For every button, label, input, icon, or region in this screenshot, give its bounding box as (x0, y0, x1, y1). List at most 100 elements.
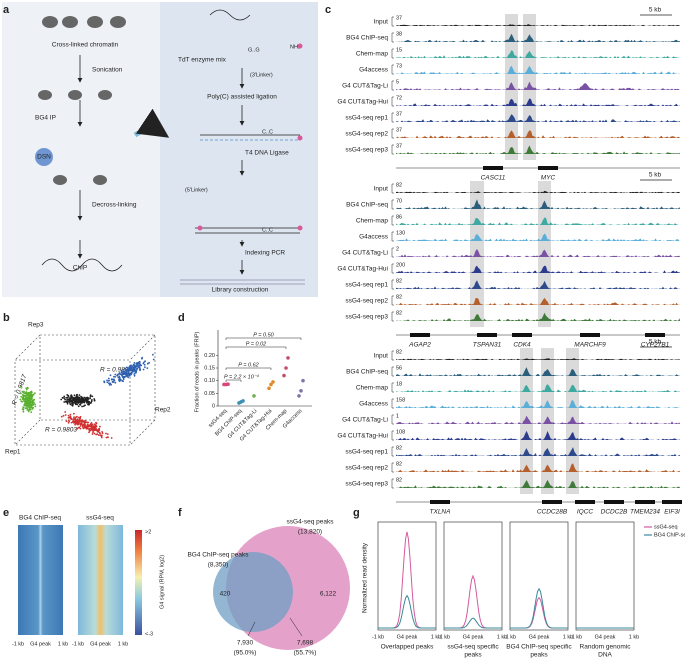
scatter-dot (76, 423, 79, 426)
scatter-dot (125, 370, 128, 373)
scatter-dot (64, 414, 67, 416)
track-signal (396, 145, 680, 154)
scatter-dot (79, 415, 82, 418)
track-label: BG4 ChIP-seq (346, 369, 388, 376)
scale-bracket (391, 263, 394, 274)
scatter-dot (67, 398, 70, 401)
scatter-dot (24, 392, 27, 395)
scatter-dot (30, 404, 33, 407)
scatter-dot (75, 399, 77, 402)
y-tick-label: 0.10 (204, 378, 215, 384)
scatter-dot (67, 421, 70, 424)
dot (297, 394, 301, 398)
track-scale: 5 (396, 79, 399, 85)
scatter-dot (107, 377, 110, 380)
scatter-dot (98, 434, 100, 436)
scatter-dot (101, 432, 104, 435)
track-scale: 2 (396, 246, 399, 252)
scatter-dot (97, 428, 100, 431)
scatter-dot (66, 401, 69, 404)
colorbar (135, 530, 142, 635)
scatter-dot (128, 372, 131, 375)
scatter-dot (90, 401, 92, 404)
scatter-dot (25, 394, 28, 397)
p-value: P = 0.62 (238, 362, 258, 368)
scatter-dot (133, 362, 136, 364)
gene-body (538, 166, 558, 170)
scatter-dot (120, 370, 123, 373)
x-tick-label: 1 kb (58, 641, 68, 647)
x-tick-label: 1 kb (563, 634, 573, 640)
scatter-dot (21, 408, 24, 411)
track-signal (396, 233, 680, 241)
scatter-dot (77, 405, 80, 408)
gene-body (645, 333, 665, 337)
panel-title: Random genomic (580, 644, 632, 651)
gene-label: CASC11 (481, 175, 506, 182)
track-label: G4access (359, 234, 389, 241)
scatter-dot (95, 421, 97, 424)
gene-label: TXLNA (430, 509, 451, 516)
dot (282, 373, 286, 378)
scatter-dot (34, 403, 36, 406)
track-scale: 130 (396, 230, 405, 236)
scatter-dot (74, 422, 77, 425)
label: NH2 (290, 44, 301, 50)
scatter-dot (30, 411, 33, 414)
label: BG4 IP (35, 115, 56, 122)
x-tick-label: -1 kb (372, 634, 384, 640)
scatter-dot (135, 364, 137, 367)
label: (95.0%) (234, 650, 257, 657)
colorbar-label: >2 (145, 529, 151, 535)
scatter-dot (118, 372, 121, 374)
bracket (225, 367, 272, 370)
label: Indexing PCR (245, 250, 285, 257)
axis-label: Rep1 (5, 449, 21, 456)
scatter-dot (23, 397, 26, 400)
scatter-dot (123, 371, 125, 374)
scatter-dot (138, 366, 141, 369)
scatter-dot (96, 430, 99, 433)
scatter-dot (87, 398, 90, 400)
scatter-dot (79, 425, 82, 427)
track-signal (396, 367, 680, 376)
scale-label: 5 kb (649, 172, 662, 179)
label: DSN (37, 154, 51, 161)
scale-bracket (391, 311, 394, 322)
y-tick-label: 0.05 (204, 391, 215, 397)
scale-bracket (391, 48, 394, 59)
scatter-dot (90, 423, 92, 426)
scale-bracket (391, 478, 394, 489)
scatter-dot (108, 382, 110, 385)
scatter-dot (20, 392, 22, 395)
scatter-dot (69, 403, 72, 406)
x-tick-label: 1 kb (118, 641, 128, 647)
x-tick-label: G4 peak (595, 634, 616, 640)
label: ChIP (73, 265, 87, 272)
scatter-dot (91, 395, 94, 398)
scatter-dot (152, 358, 155, 361)
gene-body (604, 500, 624, 504)
track-signal (396, 33, 680, 42)
scatter-dot (75, 420, 78, 422)
scatter-dot (96, 433, 99, 436)
scatter-dot (135, 363, 138, 365)
scatter-dot (66, 394, 69, 396)
scatter-dot (73, 396, 75, 399)
scatter-dot (139, 368, 141, 370)
scatter-dot (79, 427, 82, 430)
x-tick-label: G4 peak (90, 641, 111, 647)
dot (269, 382, 273, 387)
scatter-dot (64, 398, 66, 401)
scatter-dot (27, 398, 30, 400)
track-scale: 82 (396, 182, 402, 188)
label: (55.7%) (294, 650, 317, 657)
track-signal (396, 265, 680, 273)
scatter-dot (92, 429, 95, 431)
gene-label: MARCHF9 (574, 342, 606, 349)
track-label: G4 CUT&Tag-Li (342, 83, 388, 90)
track-label: G4 CUT&Tag-Hui (337, 266, 388, 273)
track-scale: 56 (396, 365, 402, 371)
scatter-dot (76, 403, 79, 406)
workflow-arrows (41, 9, 305, 285)
